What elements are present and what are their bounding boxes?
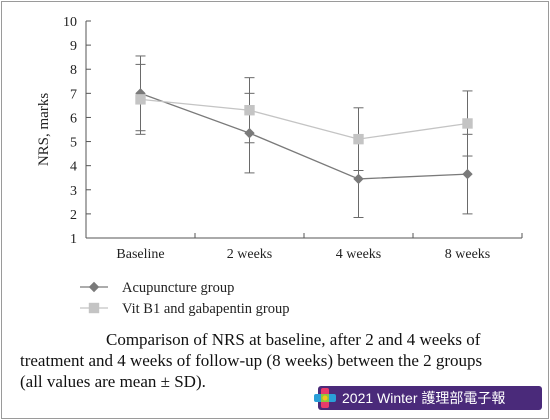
vitb1-point xyxy=(353,133,364,145)
acupuncture-series-line xyxy=(140,92,468,180)
y-tick-label: 3 xyxy=(70,184,77,199)
colorful-cross-logo-icon xyxy=(314,388,336,408)
x-tick-label: Baseline xyxy=(116,247,164,262)
y-axis-label: NRS, marks xyxy=(36,93,52,167)
y-tick-label: 8 xyxy=(70,63,77,78)
vitb1-point xyxy=(462,118,473,129)
legend-vitb1-label: Vit B1 and gabapentin group xyxy=(122,301,289,317)
y-tick-label: 6 xyxy=(70,111,77,126)
caption-line-2: treatment and 4 weeks of follow-up (8 we… xyxy=(20,351,483,370)
vitb1-series-line xyxy=(140,98,468,140)
y-tick-label: 9 xyxy=(70,39,77,54)
legend-marker xyxy=(88,281,100,293)
figure-caption: Comparison of NRS at baseline, after 2 a… xyxy=(20,329,536,392)
legend-marker xyxy=(88,302,100,314)
acupuncture-point xyxy=(244,127,255,139)
y-tick-label: 10 xyxy=(63,15,77,30)
banner-text: 2021 Winter 護理部電子報 xyxy=(342,390,506,406)
x-tick-label: 4 weeks xyxy=(336,247,382,262)
nrs-line-chart: 1 2 3 4 5 6 7 8 9 10 Baseline 2 weeks 4 weeks 8 weeks… xyxy=(36,15,523,317)
acupuncture-point xyxy=(462,168,473,180)
x-tick-label: 2 weeks xyxy=(227,247,273,262)
y-tick-label: 2 xyxy=(70,208,77,223)
caption-line-1: Comparison of NRS at baseline, after 2 a… xyxy=(106,330,481,349)
y-tick-label: 1 xyxy=(70,232,77,247)
legend-acupuncture-label: Acupuncture group xyxy=(122,280,234,296)
y-tick-label: 5 xyxy=(70,136,77,151)
caption-line-3: (all values are mean ± SD). xyxy=(20,372,206,391)
vitb1-point xyxy=(135,94,146,105)
y-tick-label: 7 xyxy=(70,87,77,102)
newsletter-banner: 2021 Winter 護理部電子報 xyxy=(314,386,542,410)
acupuncture-point xyxy=(135,88,146,99)
vitb1-point xyxy=(244,105,255,116)
acupuncture-point xyxy=(353,173,364,185)
y-tick-label: 4 xyxy=(70,160,77,175)
x-tick-label: 8 weeks xyxy=(445,247,491,262)
